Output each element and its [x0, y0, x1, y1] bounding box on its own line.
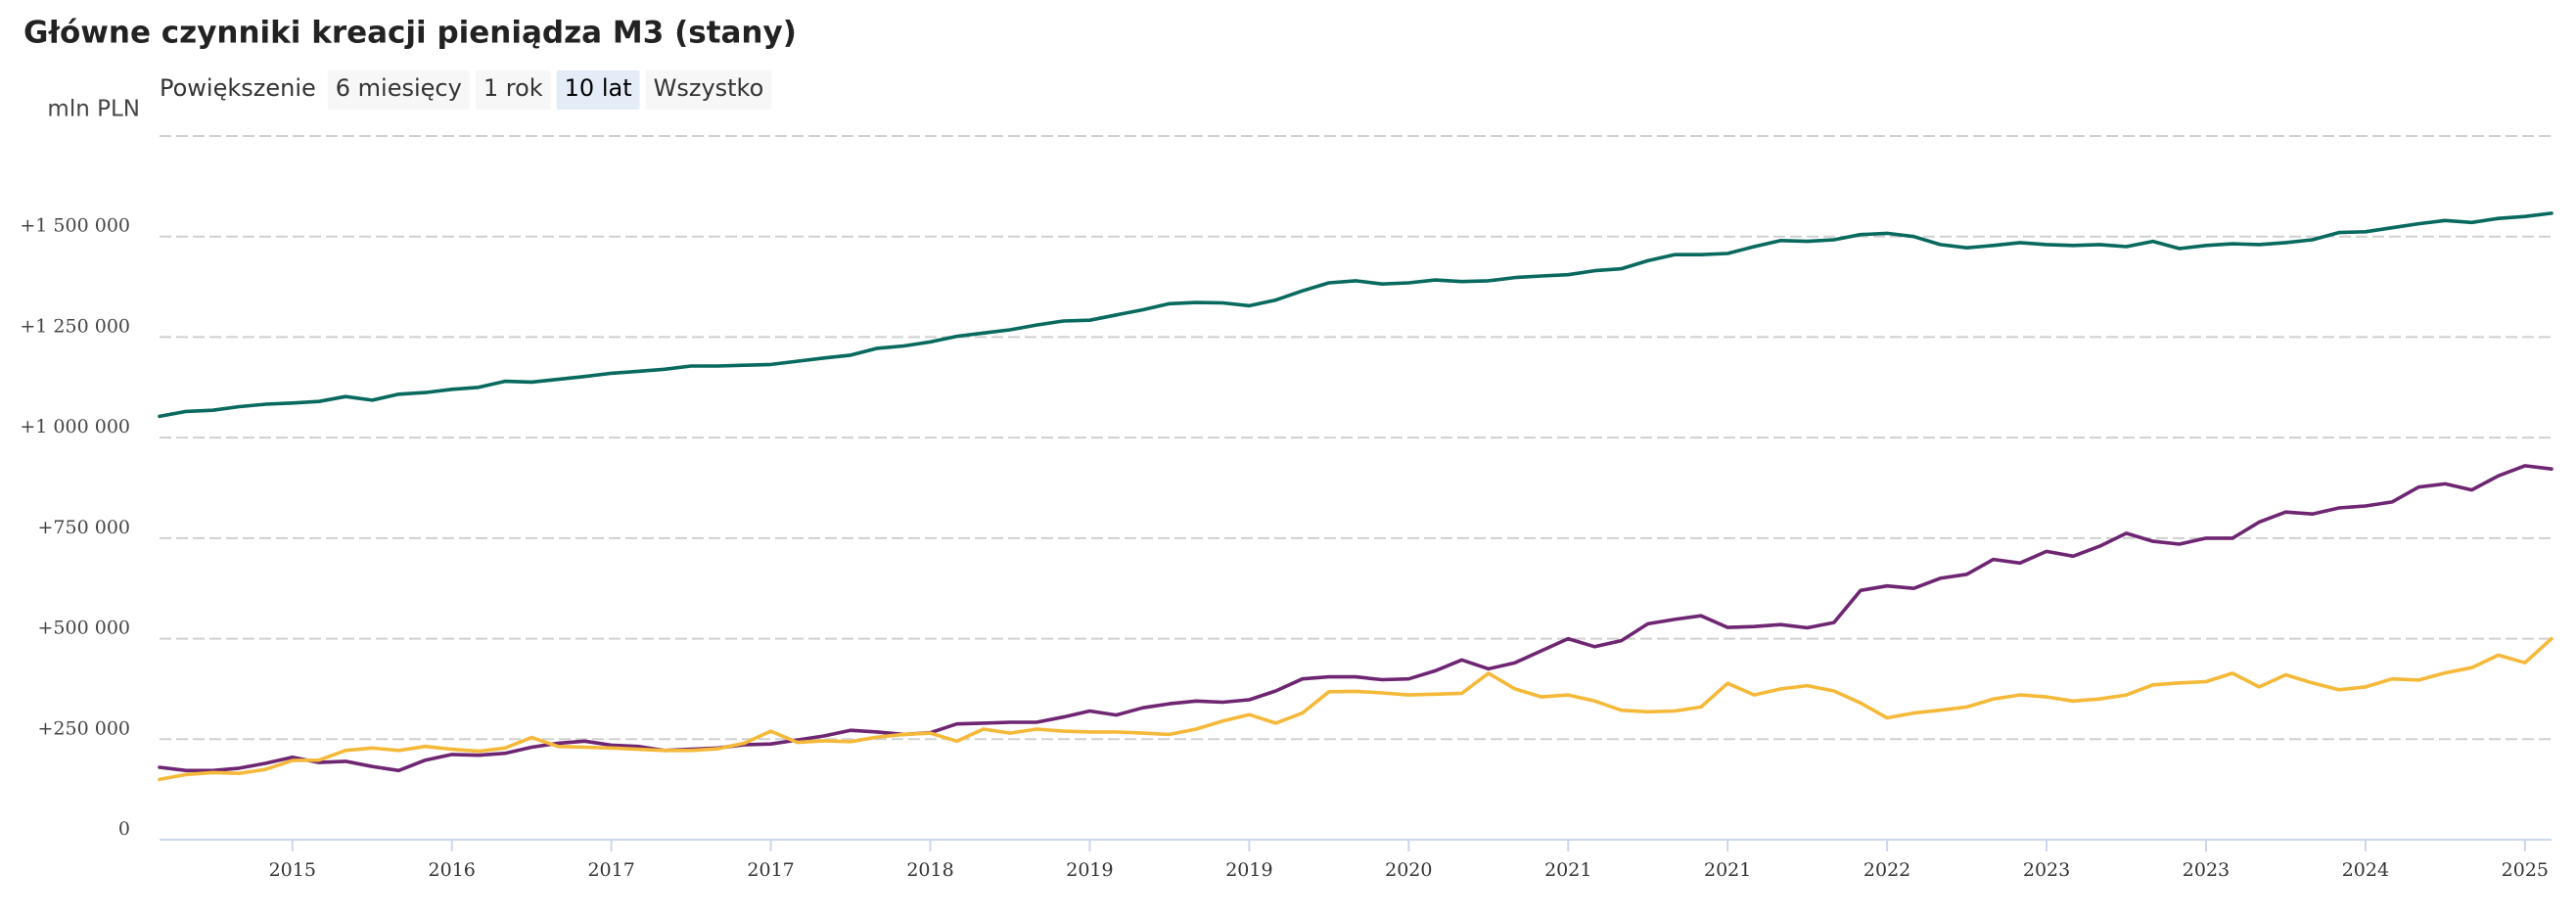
zoom-button[interactable]	[556, 70, 640, 110]
y-tick-label: +750 000	[38, 517, 131, 538]
series-line	[158, 211, 2553, 419]
zoom-button-label[interactable]: Wszystko	[654, 74, 764, 102]
x-tick-label: 2023	[2023, 859, 2070, 881]
x-tick-label: 2017	[747, 859, 794, 881]
x-tick-label: 2019	[1066, 859, 1113, 881]
zoom-label: Powiększenie	[160, 74, 316, 102]
x-tick-label: 2021	[1544, 859, 1591, 881]
y-axis-label: mln PLN	[47, 97, 140, 122]
y-tick-label: +1 000 000	[20, 416, 130, 437]
x-tick-label: 2017	[587, 859, 634, 881]
x-tick-label: 2022	[1863, 859, 1910, 881]
series-line	[158, 636, 2553, 782]
x-tick-label: 2018	[906, 859, 953, 881]
x-tick-label: 2024	[2342, 859, 2389, 881]
zoom-button-label[interactable]: 6 miesięcy	[336, 74, 462, 102]
x-tick-label: 2023	[2183, 859, 2230, 881]
zoom-button-label[interactable]: 10 lat	[565, 74, 632, 102]
zoom-button[interactable]	[645, 70, 772, 110]
zoom-button[interactable]	[475, 70, 551, 110]
y-tick-label: +500 000	[38, 618, 131, 639]
series-line	[158, 464, 2553, 773]
y-tick-label: 0	[118, 818, 130, 840]
chart-title: Główne czynniki kreacji pieniądza M3 (st…	[23, 16, 797, 51]
x-tick-label: 2015	[269, 859, 316, 881]
zoom-button-label[interactable]: 1 rok	[483, 74, 543, 102]
x-tick-label: 2016	[429, 859, 476, 881]
y-tick-label: +1 500 000	[20, 215, 130, 237]
y-tick-label: +250 000	[38, 717, 131, 739]
x-tick-label: 2025	[2502, 859, 2549, 881]
x-tick-label: 2021	[1704, 859, 1751, 881]
zoom-button[interactable]	[327, 70, 470, 110]
x-tick-label: 2020	[1385, 859, 1432, 881]
x-tick-label: 2019	[1225, 859, 1272, 881]
y-tick-label: +1 250 000	[20, 315, 130, 337]
